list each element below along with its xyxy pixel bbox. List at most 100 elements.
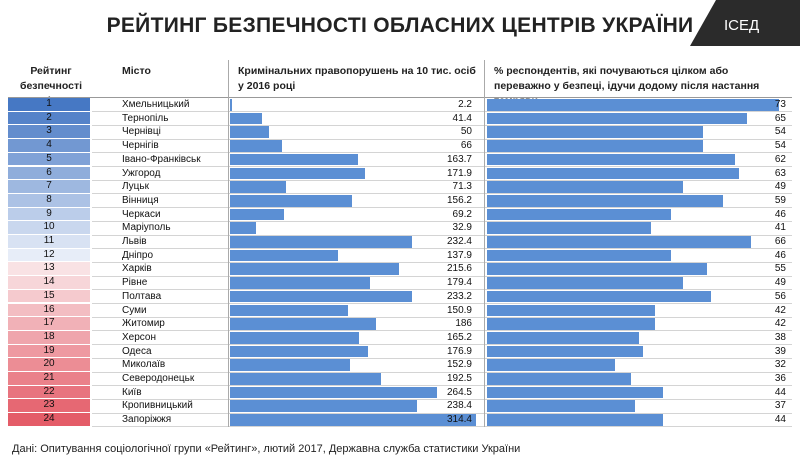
row-rule [92,289,792,291]
crime-bar [230,222,256,234]
safety-value: 62 [774,153,786,165]
logo-shape [690,0,800,46]
city-cell: Житомир [122,318,165,330]
row-rule [92,357,792,359]
crime-value: 32.9 [452,222,472,234]
row-rule [92,330,792,332]
city-cell: Запоріжжя [122,414,172,426]
crime-bar [230,290,413,303]
rank-cell: 13 [8,262,90,276]
crime-value: 163.7 [446,153,472,165]
safety-value: 44 [774,414,786,426]
crime-bar [230,99,232,111]
crime-value: 156.2 [446,194,472,206]
crime-bar [230,359,350,371]
crime-bar [230,331,360,344]
safety-bar [487,222,651,234]
city-cell: Маріуполь [122,222,171,234]
safety-bar [487,153,735,166]
safety-value: 41 [774,222,786,234]
city-cell: Полтава [122,290,162,302]
safety-value: 56 [774,290,786,302]
row-rule [92,371,792,373]
row-rule [92,316,792,318]
safety-bar [487,194,723,207]
safety-value: 38 [774,331,786,343]
rank-cell: 6 [8,166,90,180]
crime-value: 179.4 [446,277,472,289]
crime-bar [230,386,437,399]
safety-bar [487,304,655,317]
row-rule [92,179,792,181]
city-cell: Черкаси [122,208,161,220]
safety-bar [487,167,739,180]
safety-bar [487,126,703,139]
crime-value: 165.2 [446,331,472,343]
safety-value: 37 [774,400,786,412]
crime-bar [230,194,353,207]
crime-bar [230,236,412,248]
crime-value: 69.2 [452,208,472,220]
city-cell: Луцьк [122,181,149,193]
crime-value: 71.3 [452,181,472,193]
safety-bar [487,290,711,303]
rank-cell: 24 [8,413,90,426]
crime-value: 176.9 [446,345,472,357]
crime-bar [230,208,285,221]
rank-cell: 3 [8,125,90,139]
rank-cell: 17 [8,317,90,330]
city-cell: Івано-Франківськ [122,153,201,165]
rank-cell: 9 [8,207,90,221]
row-rule [92,248,792,250]
safety-bar [487,400,635,413]
city-cell: Львів [122,236,147,247]
column-rule [484,60,485,427]
row-rule [92,275,792,277]
safety-value: 54 [774,140,786,152]
column-header: Кримінальних правопорушень на 10 тис. ос… [238,65,476,92]
row-rule [92,166,792,167]
crime-bar [230,277,371,289]
safety-value: 65 [774,112,786,124]
rank-cell: 8 [8,193,90,207]
city-cell: Чернівці [122,126,161,138]
city-cell: Дніпро [122,249,154,261]
row-rule [92,220,792,222]
crime-value: 137.9 [446,249,472,261]
city-cell: Херсон [122,331,156,343]
safety-bar [487,373,631,385]
rank-cell: 2 [8,111,90,125]
crime-value: 152.9 [446,359,472,371]
safety-value: 54 [774,126,786,138]
safety-value: 32 [774,359,786,371]
crime-bar [230,140,282,152]
header-rule [8,97,792,98]
crime-bar [230,400,417,413]
crime-value: 232.4 [446,236,472,247]
row-rule [92,261,792,263]
crime-value: 2.2 [458,99,472,110]
row-rule [92,234,792,236]
rank-cell: 5 [8,152,90,166]
safety-bar [487,331,639,344]
crime-bar [230,126,270,139]
crime-value: 171.9 [446,167,472,179]
safety-bar [487,277,683,289]
safety-value: 59 [774,194,786,206]
row-rule [92,344,792,346]
crime-bar [230,181,286,193]
safety-bar [487,208,671,221]
row-rule [92,303,792,304]
safety-value: 36 [774,373,786,384]
safety-value: 63 [774,167,786,179]
crime-value: 50 [460,126,472,138]
crime-value: 215.6 [446,263,472,275]
city-cell: Вінниця [122,194,159,206]
safety-bar [487,414,663,426]
safety-bar [487,112,747,125]
row-rule [92,111,792,113]
rank-cell: 19 [8,344,90,358]
crime-bar [230,167,365,180]
safety-value: 44 [774,386,786,398]
rank-cell: 15 [8,289,90,303]
